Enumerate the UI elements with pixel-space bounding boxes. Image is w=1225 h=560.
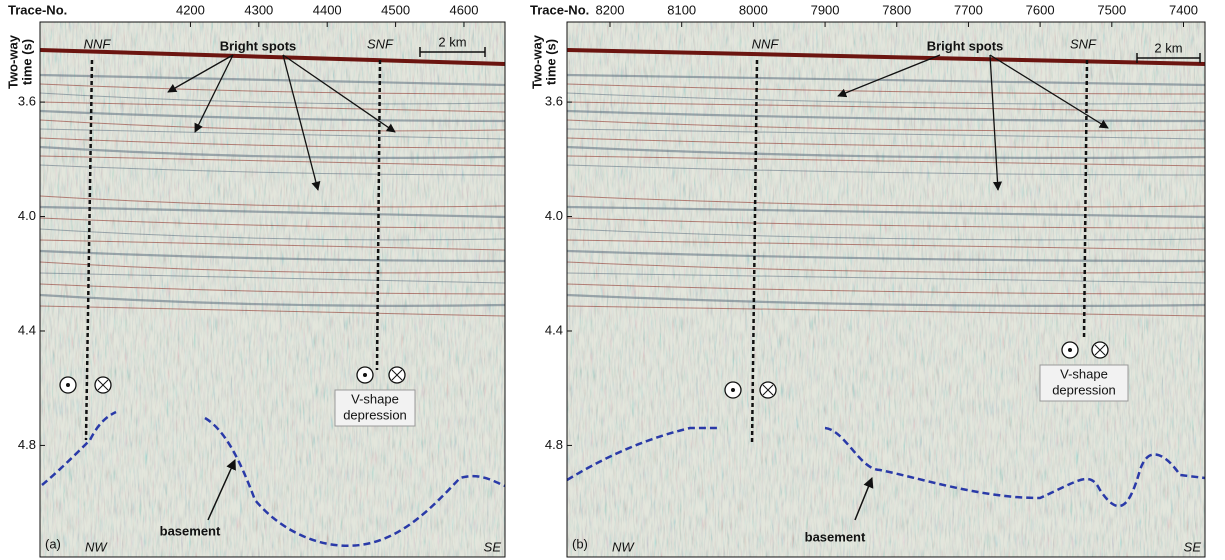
panel: Trace-No. 4200 4300 4400 4500 4600 3.6 4.0 4.4 4.… <box>5 2 505 557</box>
panel-label: (b) <box>572 536 588 551</box>
y-tick-label: 3.6 <box>18 94 36 109</box>
motion-dot <box>731 388 735 392</box>
x-tick-label: 4500 <box>381 2 410 17</box>
figure: Trace-No. 4200 4300 4400 4500 4600 3.6 4.0 4.4 4.… <box>0 0 1225 560</box>
x-tick-label: 7900 <box>811 2 840 17</box>
y-tick-label: 4.8 <box>18 437 36 452</box>
bright-spots-label: Bright spots <box>927 38 1004 53</box>
fault-label: NNF <box>84 36 112 51</box>
x-tick-label: 7400 <box>1169 2 1198 17</box>
x-tick-label: 4600 <box>450 2 479 17</box>
motion-dot <box>1068 348 1072 352</box>
x-tick-label: 8000 <box>739 2 768 17</box>
x-tick-label: 8100 <box>667 2 696 17</box>
x-tick-label: 7600 <box>1026 2 1055 17</box>
x-tick-label: 8200 <box>596 2 625 17</box>
y-axis-label: time (s) <box>19 39 34 85</box>
direction-label: SE <box>484 539 502 554</box>
depression-label: depression <box>343 407 407 422</box>
y-axis-label: Two-way <box>529 34 544 89</box>
x-tick-label: 4300 <box>244 2 273 17</box>
x-tick-label: 4200 <box>176 2 205 17</box>
fault-label: SNF <box>367 36 394 51</box>
x-tick-label: 7500 <box>1097 2 1126 17</box>
depression-label: V-shape <box>1060 366 1108 381</box>
x-tick-label: 4400 <box>313 2 342 17</box>
basement-label: basement <box>805 529 866 544</box>
fault-label: NNF <box>752 36 780 51</box>
y-tick-label: 4.4 <box>545 322 563 337</box>
y-tick-label: 3.6 <box>545 94 563 109</box>
depression-label: depression <box>1052 382 1116 397</box>
y-tick-label: 4.0 <box>18 208 36 223</box>
bright-spots-label: Bright spots <box>220 38 297 53</box>
direction-label: SE <box>1184 539 1202 554</box>
y-axis-label: Two-way <box>5 34 20 89</box>
motion-dot <box>66 383 70 387</box>
scale-bar-label: 2 km <box>438 34 466 49</box>
panel-label: (a) <box>45 536 61 551</box>
x-tick-label: 7800 <box>882 2 911 17</box>
depression-label: V-shape <box>351 391 399 406</box>
panel: Trace-No. 8200 8100 8000 7900 7800 7700 7600 750… <box>529 2 1205 557</box>
motion-dot <box>363 373 367 377</box>
y-tick-label: 4.0 <box>545 208 563 223</box>
direction-label: NW <box>85 539 108 554</box>
x-axis-label: Trace-No. <box>530 2 589 17</box>
x-axis-label: Trace-No. <box>8 2 67 17</box>
fault-label: SNF <box>1070 36 1097 51</box>
direction-label: NW <box>612 539 635 554</box>
y-tick-label: 4.8 <box>545 437 563 452</box>
x-tick-label: 7700 <box>954 2 983 17</box>
basement-label: basement <box>160 523 221 538</box>
y-axis-label: time (s) <box>543 39 558 85</box>
y-tick-label: 4.4 <box>18 322 36 337</box>
scale-bar-label: 2 km <box>1154 40 1182 55</box>
